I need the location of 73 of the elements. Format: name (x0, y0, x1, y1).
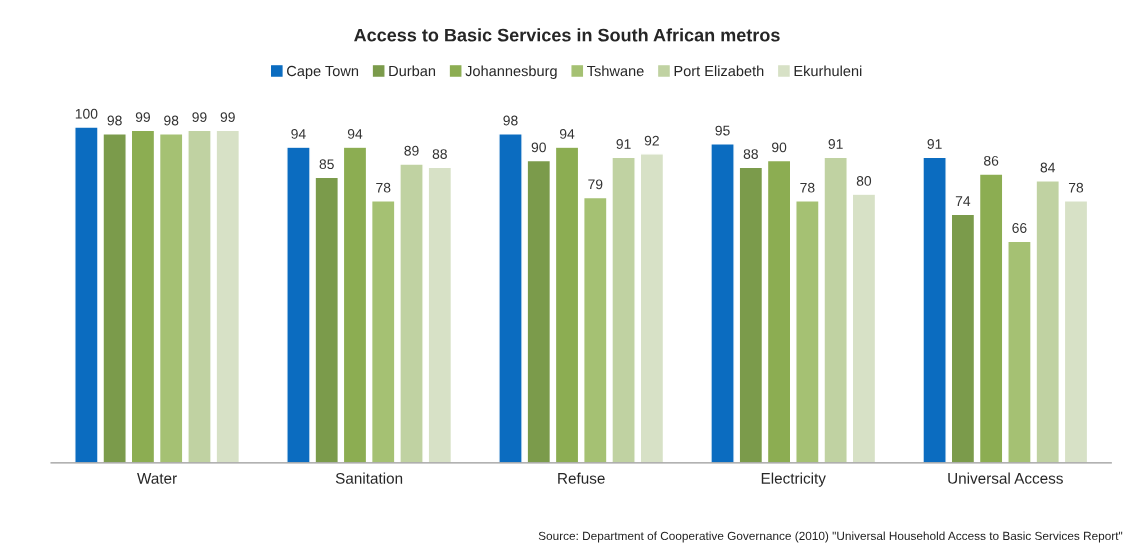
x-tick-label: Universal Access (948, 472, 1063, 484)
data-label: 100 (75, 108, 98, 119)
legend-label: Durban (389, 65, 436, 77)
data-label: 91 (616, 139, 631, 149)
data-label: 88 (432, 149, 447, 159)
legend-label: Cape Town (287, 65, 359, 80)
bar (611, 156, 636, 463)
data-label: 91 (927, 139, 942, 149)
data-label: 90 (531, 142, 546, 153)
bar (286, 146, 311, 463)
bar (158, 133, 184, 463)
x-tick-label: Water (137, 473, 177, 484)
data-label: 98 (107, 115, 122, 126)
bar (215, 129, 241, 463)
bar (922, 156, 947, 463)
bar (399, 163, 424, 463)
bar (710, 143, 735, 463)
data-label: 99 (220, 112, 235, 123)
x-tick-label: Sanitation (335, 472, 403, 484)
bar (823, 156, 848, 463)
data-label: 91 (828, 139, 843, 149)
bar (738, 166, 764, 463)
data-label: 84 (1040, 162, 1056, 173)
legend-label: Ekurhuleni (794, 65, 862, 77)
bar (583, 196, 608, 463)
data-label: 94 (347, 129, 363, 139)
bar (314, 176, 339, 463)
chart-title: Access to Basic Services in South African metros (354, 28, 780, 42)
data-label: 85 (319, 159, 334, 170)
bar (498, 133, 523, 463)
data-label: 92 (644, 135, 659, 146)
data-label: 88 (743, 149, 758, 159)
data-label: 78 (1068, 182, 1084, 193)
bar (342, 146, 368, 463)
bar (1007, 240, 1032, 463)
data-label: 89 (404, 145, 419, 156)
x-tick-label: Refuse (558, 472, 605, 484)
data-label: 90 (772, 142, 787, 153)
bar (554, 146, 580, 463)
legend-label: Port Elizabeth (674, 65, 764, 77)
data-label: 78 (376, 182, 391, 193)
data-label: 95 (715, 125, 730, 136)
bar (950, 213, 976, 463)
data-label: 80 (856, 176, 872, 186)
bar (427, 166, 453, 463)
data-label: 94 (291, 129, 306, 139)
data-label: 98 (164, 115, 179, 126)
legend-label: Johannesburg (465, 65, 557, 80)
data-label: 66 (1012, 223, 1027, 233)
bar (187, 129, 212, 463)
bar (766, 159, 792, 463)
source-note: Source: Department of Cooperative Governance (2010) "Universal Household Access to Basic Services Report" (538, 531, 1123, 543)
data-label: 94 (559, 129, 575, 139)
bar (639, 153, 665, 463)
bar (102, 133, 127, 463)
data-label: 78 (800, 182, 815, 193)
data-label: 98 (503, 115, 518, 126)
data-label: 99 (135, 112, 150, 123)
legend-label: Tshwane (587, 65, 644, 77)
bar (130, 129, 156, 463)
bar (74, 126, 99, 463)
x-tick-label: Electricity (761, 472, 826, 487)
data-label: 86 (984, 155, 999, 166)
bar (1035, 180, 1060, 463)
data-label: 99 (192, 112, 207, 123)
data-label: 79 (588, 179, 603, 190)
data-label: 74 (955, 196, 971, 206)
bar (370, 200, 396, 463)
bar (526, 159, 552, 463)
bar (1063, 200, 1089, 463)
bar (795, 200, 820, 463)
bar (851, 193, 877, 463)
bar (978, 173, 1004, 463)
